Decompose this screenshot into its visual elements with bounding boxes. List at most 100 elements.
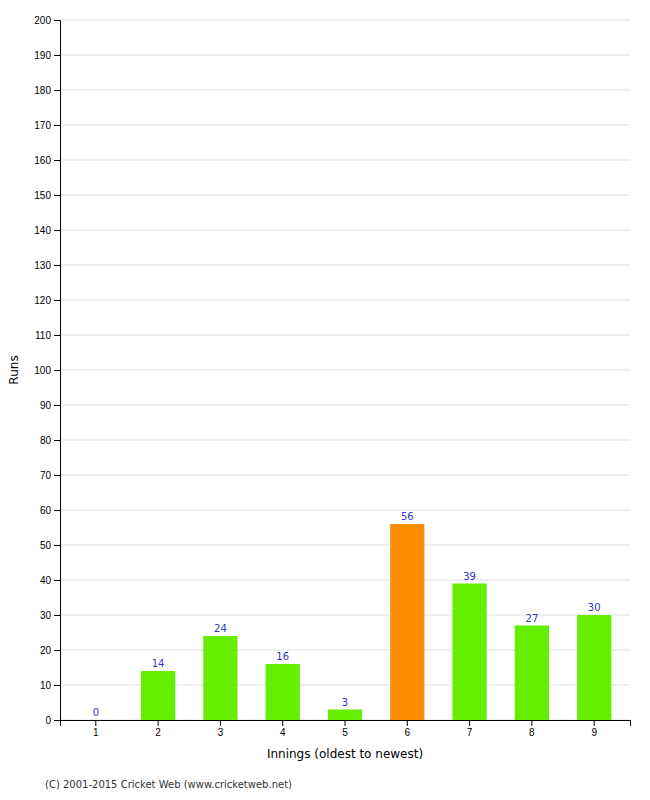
y-tick: 180 [34,85,60,96]
y-tick: 70 [40,470,60,481]
bar [390,524,424,720]
x-tick-mark [469,720,470,726]
x-tick-label: 3 [218,727,224,738]
grid-line [60,160,630,161]
y-tick-mark [54,405,60,406]
y-tick-label: 20 [40,645,52,656]
y-tick: 170 [34,120,60,131]
grid-line [60,230,630,231]
data-labels: 0142416356392730 [93,511,601,718]
y-axis-title: Runs [7,355,21,384]
y-tick-mark [54,20,60,21]
y-tick: 200 [34,15,60,26]
y-tick: 100 [34,365,60,376]
bar [452,584,486,721]
x-tick: 3 [218,720,224,738]
data-label: 0 [93,707,99,718]
y-tick-label: 70 [40,470,52,481]
x-tick-mark [158,720,159,726]
data-label: 56 [401,511,414,522]
grid-line [60,300,630,301]
y-tick-mark [54,230,60,231]
x-tick-label: 8 [529,727,535,738]
y-tick: 50 [40,540,60,551]
bar [266,664,300,720]
y-tick-label: 150 [34,190,51,201]
x-tick-mark [407,720,408,726]
y-tick-mark [54,510,60,511]
y-tick-label: 160 [34,155,51,166]
y-tick-mark [54,335,60,336]
data-label: 24 [214,623,227,634]
y-tick-mark [54,685,60,686]
x-tick: 4 [280,720,286,738]
x-tick-label: 2 [155,727,161,738]
y-tick-label: 0 [45,715,51,726]
grid-line [60,545,630,546]
y-tick-label: 100 [34,365,51,376]
x-tick-mark [95,720,96,726]
y-axis-line [54,21,61,721]
y-tick-label: 80 [40,435,52,446]
x-tick-mark [531,720,532,726]
y-tick-label: 190 [34,50,51,61]
x-tick: 6 [405,720,411,738]
y-tick-mark [54,90,60,91]
x-tick: 5 [342,720,348,738]
bar [328,710,362,721]
data-label: 16 [276,651,289,662]
data-label: 14 [152,658,165,669]
bar [203,636,237,720]
y-tick-label: 50 [40,540,52,551]
grid-line [60,265,630,266]
x-tick: 8 [529,720,535,738]
x-tick-label: 9 [591,727,597,738]
y-tick-label: 60 [40,505,52,516]
y-tick: 160 [34,155,60,166]
data-label: 30 [588,602,601,613]
y-tick-mark [54,650,60,651]
y-tick: 60 [40,505,60,516]
x-tick-label: 6 [405,727,411,738]
y-tick-label: 10 [40,680,52,691]
grid-line [60,510,630,511]
chart: 0142416356392730010203040506070809010011… [0,0,650,800]
data-label: 27 [526,613,539,624]
grid-line [60,125,630,126]
grid-line [60,20,630,21]
y-tick-mark [54,125,60,126]
y-axis: 0102030405060708090100110120130140150160… [34,15,60,726]
y-tick-mark [54,545,60,546]
y-tick: 120 [34,295,60,306]
y-tick-label: 30 [40,610,52,621]
bars [141,524,611,720]
y-tick: 10 [40,680,60,691]
x-axis-title: Innings (oldest to newest) [267,747,423,761]
y-tick-mark [54,195,60,196]
grid-line [60,475,630,476]
y-tick: 150 [34,190,60,201]
grid [60,20,630,720]
y-tick-mark [54,370,60,371]
bar [141,671,175,720]
y-tick: 190 [34,50,60,61]
y-tick: 140 [34,225,60,236]
y-tick: 30 [40,610,60,621]
y-tick: 80 [40,435,60,446]
y-tick: 0 [45,715,60,726]
y-tick-label: 200 [34,15,51,26]
grid-line [60,90,630,91]
grid-line [60,195,630,196]
y-tick-mark [54,440,60,441]
x-axis: 123456789 [61,720,631,738]
y-tick: 110 [35,330,60,341]
y-tick-mark [54,720,60,721]
grid-line [60,55,630,56]
bar [515,626,549,721]
y-tick-mark [54,580,60,581]
grid-line [60,405,630,406]
x-tick-label: 5 [342,727,348,738]
grid-line [60,370,630,371]
x-tick-mark [345,720,346,726]
y-tick-mark [54,265,60,266]
